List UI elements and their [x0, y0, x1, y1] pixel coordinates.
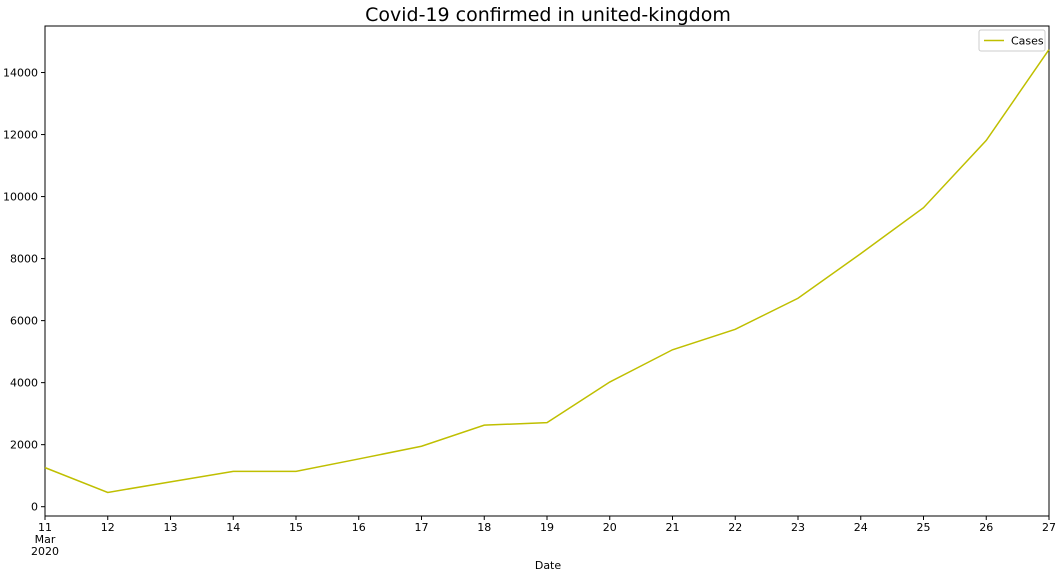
y-tick-label: 8000 — [10, 253, 38, 266]
plot-frame — [44, 25, 1050, 517]
legend-box — [978, 29, 1046, 52]
x-tick-label: 22 — [728, 521, 742, 534]
x-tick-label: 23 — [791, 521, 805, 534]
y-tick-label: 2000 — [10, 439, 38, 452]
y-tick-label: 14000 — [3, 67, 38, 80]
x-tick-label: 12 — [101, 521, 115, 534]
y-tick-label: 6000 — [10, 315, 38, 328]
y-axis: 0 2000 4000 6000 8000 10000 12000 14000 — [3, 67, 45, 514]
plot-area — [44, 25, 1050, 517]
x-tick-label: 25 — [917, 521, 931, 534]
x-tick-label: 19 — [540, 521, 554, 534]
y-tick-label: 0 — [31, 501, 38, 514]
y-tick-label: 12000 — [3, 129, 38, 142]
x-axis-label: Date — [535, 559, 562, 572]
x-tick-label: 17 — [415, 521, 429, 534]
x-tick-label: 24 — [854, 521, 868, 534]
x-axis: 11 12 13 14 15 16 17 18 19 20 21 22 23 24 25 26 27 — [38, 516, 1056, 534]
x-tick-label: 20 — [603, 521, 617, 534]
x-tick-sublabel-month: Mar — [35, 533, 56, 546]
x-tick-label: 11 — [38, 521, 52, 534]
legend-label: Cases — [1011, 35, 1044, 48]
y-tick-label: 4000 — [10, 377, 38, 390]
chart-title: Covid-19 confirmed in united-kingdom — [365, 4, 731, 26]
x-tick-label: 27 — [1042, 521, 1056, 534]
x-tick-label: 15 — [289, 521, 303, 534]
series-line-cases — [44, 49, 1050, 494]
x-tick-label: 16 — [352, 521, 366, 534]
y-tick-label: 10000 — [3, 191, 38, 204]
legend: Cases — [978, 29, 1046, 52]
x-tick-label: 18 — [477, 521, 491, 534]
x-tick-label: 26 — [979, 521, 993, 534]
x-tick-label: 21 — [666, 521, 680, 534]
x-tick-sublabel-year: 2020 — [31, 545, 59, 558]
x-tick-label: 14 — [226, 521, 240, 534]
x-tick-label: 13 — [164, 521, 178, 534]
